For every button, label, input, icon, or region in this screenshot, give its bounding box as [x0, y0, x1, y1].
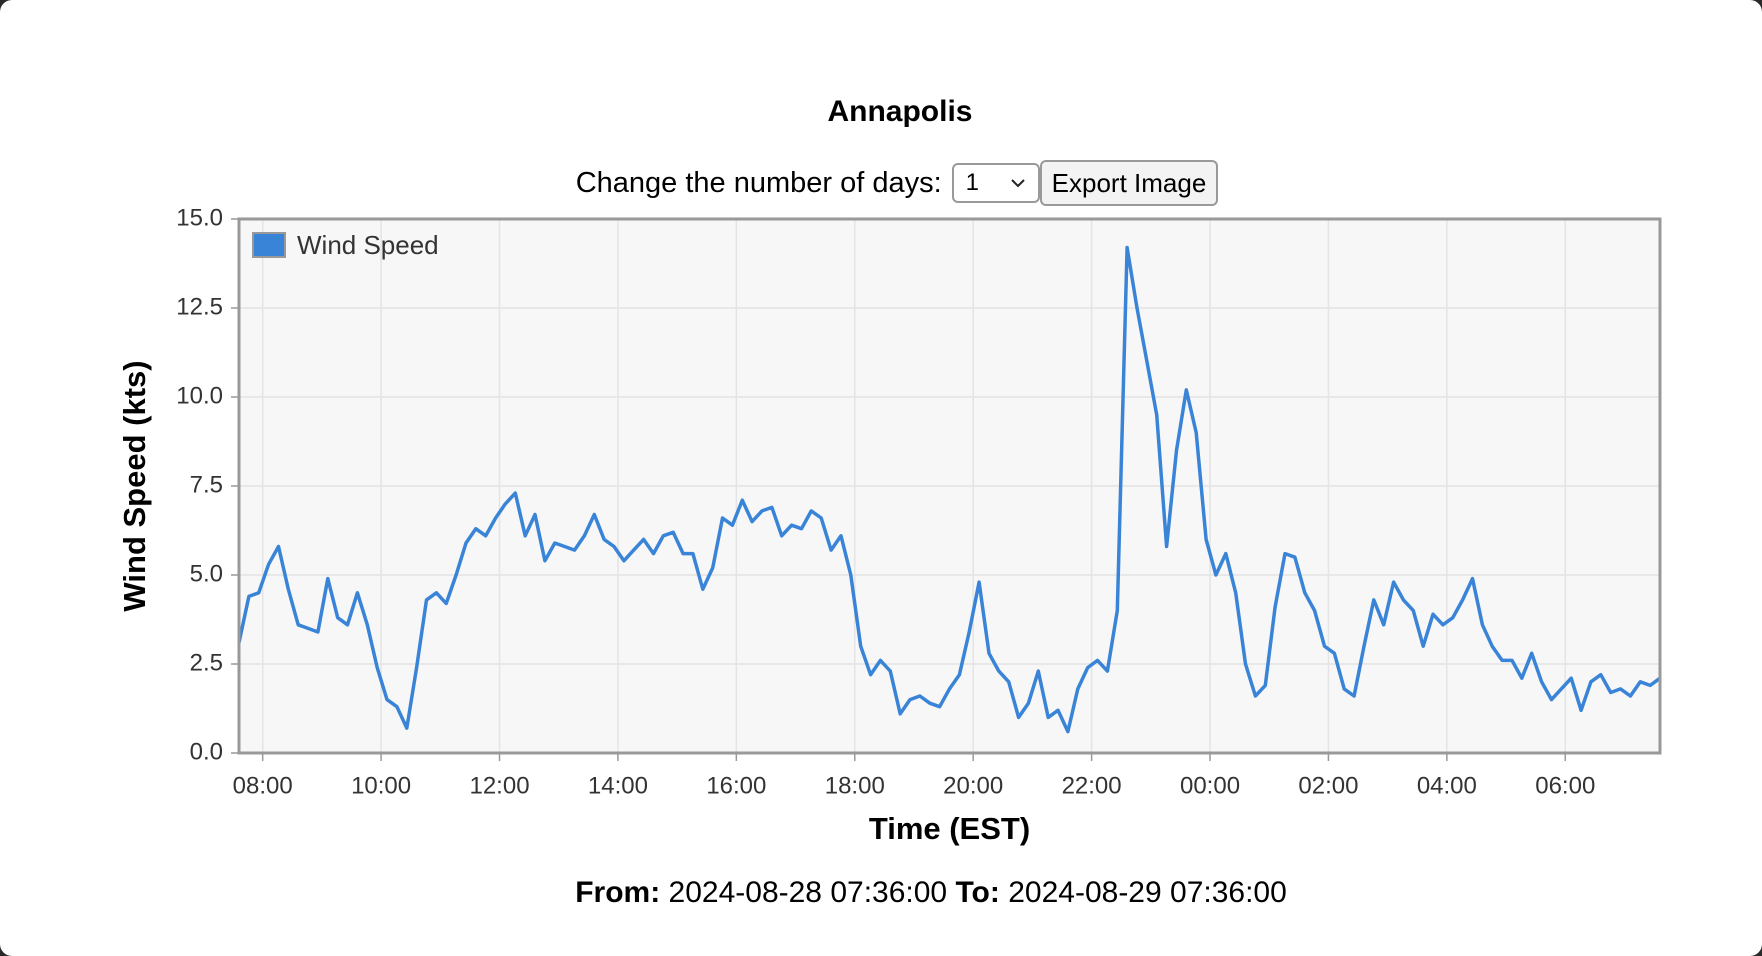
x-tick-label: 04:00: [1417, 772, 1477, 799]
x-tick-label: 20:00: [943, 772, 1003, 799]
x-tick-label: 12:00: [469, 772, 529, 799]
x-tick-label: 10:00: [351, 772, 411, 799]
days-value: 1: [965, 169, 980, 196]
x-tick-label: 06:00: [1535, 772, 1595, 799]
x-tick-label: 08:00: [233, 772, 293, 799]
footer: From: 2024-08-28 07:36:00 To: 2024-08-29…: [0, 876, 1762, 910]
from-value: 2024-08-28 07:36:00: [668, 876, 948, 909]
days-select[interactable]: 1: [951, 163, 1040, 203]
x-tick-label: 18:00: [825, 772, 885, 799]
controls: Change the number of days: 1 Export Imag…: [16, 160, 1762, 206]
y-axis-label: Wind Speed (kts): [117, 360, 152, 611]
to-value: 2024-08-29 07:36:00: [1008, 876, 1287, 909]
x-tick-label: 16:00: [706, 772, 766, 799]
days-label: Change the number of days:: [575, 166, 942, 199]
x-tick-label: 02:00: [1298, 772, 1358, 799]
y-tick-label: 12.5: [176, 293, 223, 320]
y-tick-label: 0.0: [190, 738, 223, 765]
legend-swatch: [252, 232, 286, 258]
chevron: [1010, 179, 1025, 188]
chart-title: Annapolis: [827, 95, 973, 128]
to-label: To:: [955, 876, 1000, 909]
y-tick-label: 10.0: [176, 382, 223, 409]
x-tick-label: 14:00: [588, 772, 648, 799]
y-tick-label: 15.0: [176, 204, 223, 231]
x-tick-label: 22:00: [1062, 772, 1122, 799]
export-button[interactable]: Export Image: [1039, 160, 1219, 206]
from-label: From:: [575, 876, 661, 909]
y-tick-label: 7.5: [190, 471, 223, 498]
x-tick-label: 00:00: [1180, 772, 1240, 799]
line: [237, 245, 1662, 734]
y-tick-label: 2.5: [190, 649, 223, 676]
plot-border: [237, 217, 1662, 755]
y-tick-label: 5.0: [190, 560, 223, 587]
legend-label: Wind Speed: [297, 230, 439, 260]
x-axis-label: Time (EST): [869, 811, 1030, 846]
